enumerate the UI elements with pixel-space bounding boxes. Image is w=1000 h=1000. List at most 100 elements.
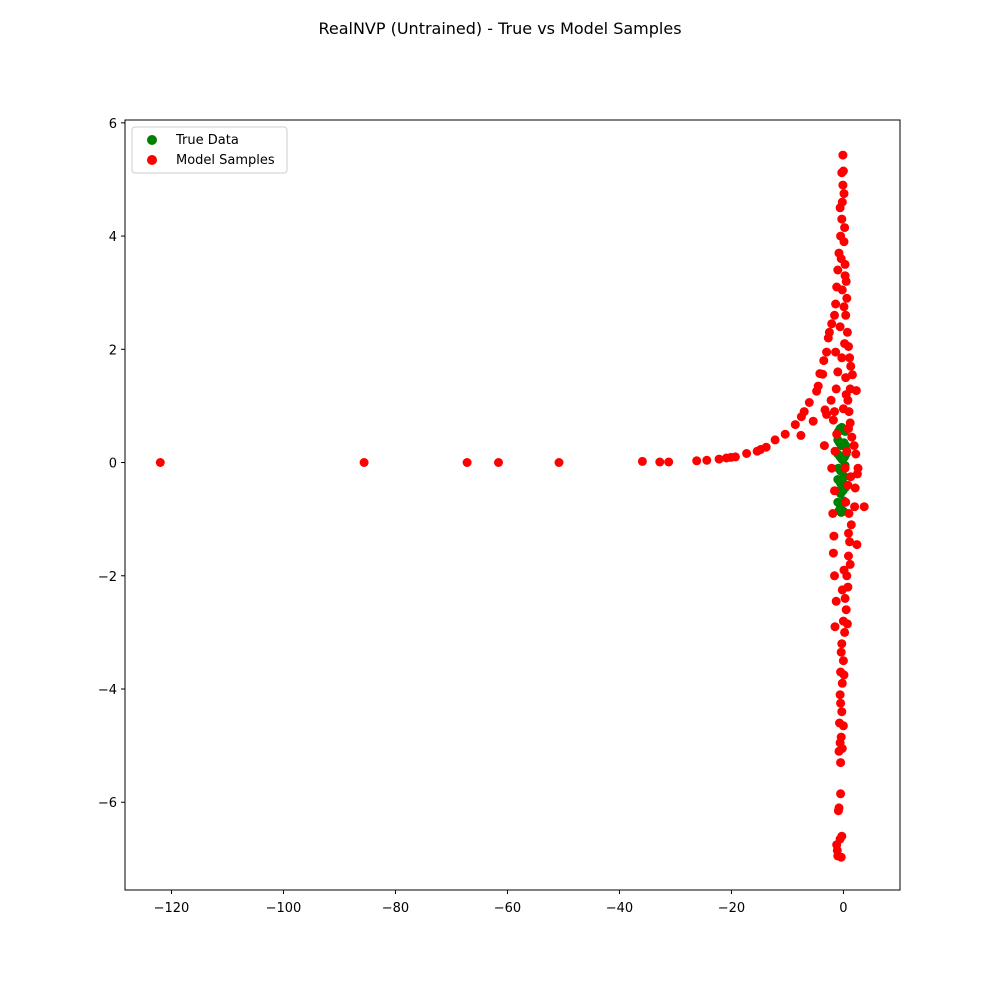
y-tick-label: 0 [109,457,117,472]
x-tick-label: −80 [382,901,409,916]
data-point [847,432,857,442]
data-point [836,789,846,799]
x-tick-label: −20 [718,901,745,916]
data-point [835,203,845,213]
data-point [837,831,847,841]
data-point [844,509,854,518]
data-point [845,353,855,363]
data-point [730,452,740,462]
data-point [841,390,851,400]
data-point [839,565,849,575]
data-point [822,347,832,357]
data-point [842,327,852,337]
data-point [828,415,838,425]
data-point [830,446,840,456]
data-point [359,458,369,467]
data-point [462,458,472,467]
data-point [714,454,724,464]
data-point [830,486,839,496]
data-point [840,627,850,637]
data-point [833,806,843,816]
y-tick-label: −2 [98,570,117,585]
data-point [822,409,832,419]
data-point [837,707,847,717]
data-point [655,457,665,467]
data-point [838,656,848,666]
data-point [827,463,837,473]
data-point [839,189,849,199]
data-point [790,420,800,430]
data-point [836,852,846,862]
data-point [849,441,859,451]
legend-label-true-data: True Data [175,133,239,148]
data-point [829,531,839,541]
data-point [844,528,853,538]
series-1 [155,150,869,862]
data-point [828,548,838,558]
points-layer [155,150,869,862]
data-point [831,299,841,309]
data-point [846,472,856,482]
data-point [836,698,846,708]
y-tick-label: 4 [109,230,117,245]
data-point [840,339,850,349]
data-point [841,497,851,507]
data-point [831,596,841,606]
data-point [837,744,847,753]
data-point [850,483,860,493]
data-point [838,404,848,414]
data-point [770,435,780,445]
data-point [837,639,847,649]
data-point [833,367,843,377]
x-tick-label: −120 [154,901,190,916]
data-point [844,551,853,561]
data-point [842,619,852,629]
data-point [840,593,850,603]
data-point [836,758,846,768]
data-point [832,840,842,850]
data-point [851,449,861,459]
y-tick-label: −4 [98,683,117,698]
data-point [494,458,503,467]
data-point [813,381,823,391]
data-point [845,559,855,569]
data-point [837,168,847,178]
data-point [846,361,856,371]
plot-frame [124,119,901,891]
data-point [838,721,848,731]
data-point [819,356,829,366]
data-point [761,442,771,452]
data-point [836,254,846,264]
data-point [637,456,647,466]
data-point [702,455,712,465]
data-point [828,509,838,518]
data-point [859,502,869,512]
data-point [831,384,841,394]
data-point [842,293,852,303]
data-point [843,480,853,490]
data-point [842,446,852,456]
data-point [850,502,860,512]
x-tick-label: 0 [839,901,847,916]
legend: True Data Model Samples [131,126,288,174]
data-point [155,458,165,467]
legend-marker-model-samples [147,155,157,165]
data-point [836,647,846,657]
y-tick-label: 6 [109,117,117,132]
data-point [830,622,840,632]
data-point [804,398,814,407]
data-point [837,214,847,224]
chart-title: RealNVP (Untrained) - True vs Model Samp… [318,19,681,38]
data-point [796,430,806,440]
data-point [840,223,850,233]
data-point [692,456,702,466]
x-tick-label: −40 [606,901,633,916]
data-point [830,407,839,417]
x-tick-label: −60 [494,901,521,916]
data-point [835,690,845,700]
data-point [844,424,853,434]
data-point [840,271,850,281]
data-point [819,441,829,451]
data-point [818,369,828,379]
